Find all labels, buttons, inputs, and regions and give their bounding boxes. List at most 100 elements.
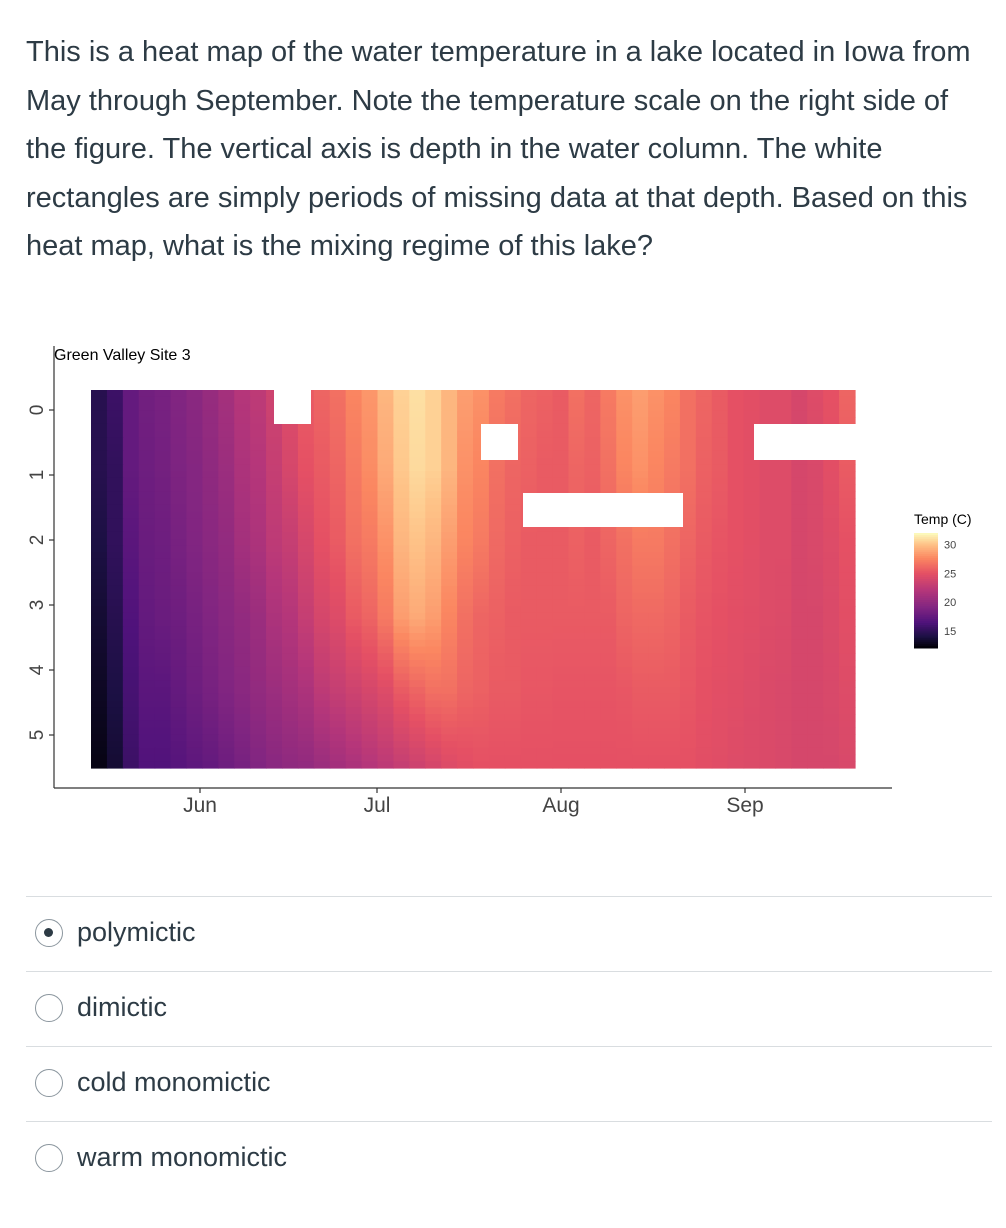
heatmap-cell — [632, 525, 649, 533]
heatmap-cell — [313, 660, 331, 668]
heatmap-cell — [170, 687, 188, 695]
heatmap-cell — [377, 673, 395, 681]
heatmap-cell — [568, 423, 586, 432]
heatmap-cell — [154, 700, 172, 708]
heatmap-cell — [266, 579, 283, 587]
heatmap-cell — [234, 700, 251, 708]
heatmap-cell — [361, 572, 379, 580]
heatmap-cell — [91, 430, 108, 438]
heatmap-cell — [122, 741, 140, 749]
heatmap-cell — [775, 572, 792, 580]
colorbar-segment — [914, 619, 938, 622]
heatmap-cell — [520, 761, 538, 769]
heatmap-cell — [664, 572, 681, 580]
heatmap-cell — [616, 417, 633, 425]
heatmap-cell — [616, 626, 633, 634]
heatmap-cell — [266, 423, 283, 432]
heatmap-cell — [106, 606, 124, 614]
heatmap-cell — [473, 666, 490, 675]
heatmap-cell — [91, 606, 108, 614]
heatmap-cell — [441, 693, 458, 702]
heatmap-cell — [473, 464, 490, 472]
heatmap-cell — [138, 518, 156, 526]
heatmap-cell — [313, 491, 331, 499]
heatmap-cell — [282, 464, 299, 472]
heatmap-cell — [711, 585, 729, 594]
heatmap-cell — [552, 572, 570, 580]
heatmap-cell — [186, 747, 204, 756]
heatmap-cell — [282, 741, 299, 749]
heatmap-cell — [568, 653, 586, 661]
radio-button[interactable] — [35, 994, 63, 1022]
answer-option-warm-monomictic[interactable]: warm monomictic — [26, 1121, 992, 1196]
heatmap-cell — [839, 680, 856, 688]
answer-label[interactable]: warm monomictic — [77, 1142, 288, 1172]
heatmap-cell — [664, 720, 681, 729]
heatmap-cell — [138, 747, 156, 756]
heatmap-cell — [520, 423, 538, 432]
heatmap-cell — [409, 484, 426, 492]
heatmap-cell — [106, 592, 124, 600]
heatmap-cell — [186, 599, 204, 607]
heatmap-cell — [218, 457, 235, 465]
heatmap-cell — [425, 720, 442, 729]
heatmap-cell — [441, 552, 458, 560]
heatmap-cell — [775, 538, 792, 546]
heatmap-cell — [266, 511, 283, 519]
heatmap-cell — [202, 457, 219, 465]
heatmap-cell — [679, 606, 697, 614]
heatmap-cell — [711, 707, 729, 715]
answer-option-cold-monomictic[interactable]: cold monomictic — [26, 1046, 992, 1121]
heatmap-cell — [648, 693, 665, 702]
radio-button-selected[interactable] — [35, 919, 63, 947]
heatmap-cell — [186, 396, 204, 405]
heatmap-cell — [425, 538, 442, 546]
heatmap-cell — [154, 565, 172, 573]
heatmap-cell — [266, 633, 283, 641]
heatmap-cell — [839, 498, 856, 506]
radio-button[interactable] — [35, 1069, 63, 1097]
heatmap-cell — [648, 673, 665, 681]
heatmap-cell — [345, 390, 363, 398]
heatmap-cell — [568, 619, 586, 627]
heatmap-cell — [218, 619, 235, 627]
heatmap-cell — [679, 673, 697, 681]
heatmap-cell — [106, 666, 124, 675]
heatmap-cell — [791, 606, 808, 614]
heatmap-cell — [425, 498, 442, 506]
heatmap-cell — [584, 430, 601, 438]
heatmap-cell — [106, 538, 124, 546]
heatmap-cell — [488, 484, 506, 492]
answer-label[interactable]: dimictic — [77, 992, 168, 1022]
colorbar-segment — [914, 588, 938, 591]
answer-option-polymictic[interactable]: polymictic — [26, 896, 992, 971]
colorbar-segment — [914, 559, 938, 563]
heatmap-cell — [616, 653, 633, 661]
heatmap-cell — [138, 423, 156, 432]
answer-label[interactable]: cold monomictic — [77, 1067, 271, 1097]
heatmap-cell — [409, 599, 426, 607]
heatmap-cell — [600, 612, 617, 621]
radio-button[interactable] — [35, 1144, 63, 1172]
heatmap-cell — [234, 437, 251, 445]
heatmap-cell — [282, 457, 299, 465]
heatmap-cell — [138, 693, 156, 702]
heatmap-cell — [250, 639, 267, 648]
heatmap-cell — [425, 612, 442, 621]
colorbar-segment — [914, 534, 938, 538]
heatmap-cell — [250, 680, 267, 688]
heatmap-cell — [568, 599, 586, 607]
heatmap-cell — [743, 700, 761, 708]
answer-option-dimictic[interactable]: dimictic — [26, 971, 992, 1046]
heatmap-cell — [202, 707, 219, 715]
answer-label[interactable]: polymictic — [77, 917, 196, 947]
heatmap-cell — [377, 592, 395, 600]
heatmap-cell — [664, 707, 681, 715]
heatmap-cell — [775, 626, 792, 634]
heatmap-cell — [473, 761, 490, 769]
heatmap-cell — [91, 734, 108, 742]
heatmap-cell — [250, 437, 267, 445]
heatmap-cell — [488, 396, 506, 405]
heatmap-cell — [313, 471, 331, 479]
heatmap-cell — [679, 626, 697, 634]
